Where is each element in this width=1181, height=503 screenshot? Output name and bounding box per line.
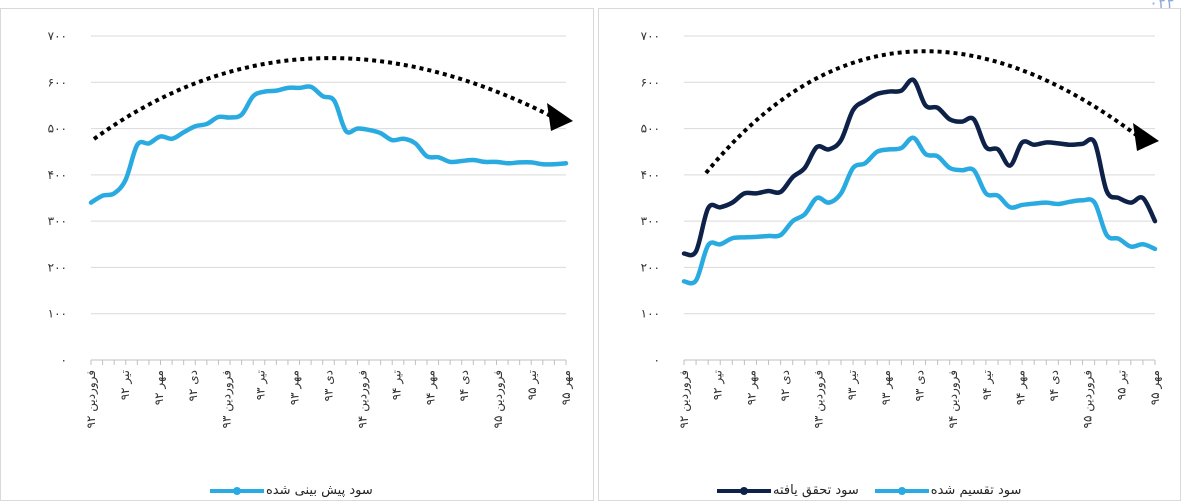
right-xtick-label: دی ۹۲ <box>778 370 792 401</box>
left-xtick-label: فروردین ۹۲ <box>84 370 99 428</box>
left-chart-panel: ۰ ۱۰۰ ۲۰۰ ۳۰۰ ۴۰۰ ۵۰۰ ۶۰۰ ۷۰۰ فروردین ۹۲ تیر ۹۲ مه… <box>0 8 594 501</box>
left-legend: سود پیش بینی شده <box>210 483 389 498</box>
legend-item-forecast: سود پیش بینی شده <box>210 483 373 498</box>
right-xtick-label: فروردین ۹۳ <box>812 370 827 428</box>
right-series-line-1 <box>681 135 1158 286</box>
right-xtick-label: مهر ۹۳ <box>879 370 894 405</box>
left-xtick-label: دی ۹۴ <box>457 370 471 401</box>
left-ytick-label: ۶۰۰ <box>48 75 67 89</box>
right-xtick-label: مهر ۹۵ <box>1148 370 1163 405</box>
left-ytick-label: ۷۰۰ <box>48 29 67 43</box>
left-xtick-label: تیر ۹۴ <box>389 370 404 400</box>
right-ytick-label: ۵۰۰ <box>641 122 660 136</box>
right-xtick-label: تیر ۹۲ <box>711 370 726 400</box>
left-trend-arrowhead <box>547 103 573 131</box>
legend-swatch-distributed <box>874 488 929 493</box>
right-ytick-label: ۳۰۰ <box>641 214 660 228</box>
right-xtick-label: دی ۹۴ <box>1047 370 1061 401</box>
legend-item-realized: سود تحقق یافته <box>717 483 859 498</box>
left-ytick-label: ۳۰۰ <box>48 214 67 228</box>
left-xtick-label: تیر ۹۲ <box>118 370 133 400</box>
left-xtick-label: مهر ۹۴ <box>423 370 438 405</box>
right-xtick-label: تیر ۹۴ <box>980 370 995 400</box>
left-xtick-label: تیر ۹۵ <box>525 370 540 400</box>
right-ytick-label: ۴۰۰ <box>641 168 660 182</box>
left-xtick-label: مهر ۹۵ <box>559 370 574 405</box>
left-xtick-label: تیر ۹۳ <box>254 370 269 400</box>
right-ytick-label: ۶۰۰ <box>641 75 660 89</box>
left-xtick-label: فروردین ۹۳ <box>220 370 235 428</box>
legend-item-distributed: سود تقسیم شده <box>874 483 1022 498</box>
legend-label-realized: سود تحقق یافته <box>773 483 859 498</box>
legend-label-forecast: سود پیش بینی شده <box>266 483 373 498</box>
legend-swatch-realized <box>717 488 771 493</box>
left-xtick-label: مهر ۹۳ <box>288 370 303 405</box>
right-xtick-label: مهر ۹۴ <box>1013 370 1028 405</box>
right-xtick-label: فروردین ۹۵ <box>1081 370 1096 428</box>
right-trend-arrow <box>704 49 1141 175</box>
left-xtick-label: مهر ۹۲ <box>152 370 167 405</box>
legend-swatch-forecast <box>210 488 264 493</box>
right-xtick-label: دی ۹۳ <box>913 370 927 401</box>
right-ytick-label: ۷۰۰ <box>641 29 660 43</box>
left-ytick-label: ۱۰۰ <box>48 307 67 321</box>
right-chart-panel: ۰ ۱۰۰ ۲۰۰ ۳۰۰ ۴۰۰ ۵۰۰ ۶۰۰ ۷۰۰ فروردین ۹۲ تیر ۹۲ مه… <box>598 8 1181 501</box>
right-trend-arrowhead <box>1133 123 1159 151</box>
right-series-line-0 <box>681 77 1158 258</box>
corner-text: ۰۲۲ <box>1149 0 1175 8</box>
right-xtick-label: تیر ۹۳ <box>845 370 860 400</box>
right-ytick-label: ۰ <box>654 353 660 367</box>
left-ytick-label: ۰ <box>61 353 67 367</box>
right-xtick-label: مهر ۹۲ <box>744 370 759 405</box>
right-ytick-label: ۲۰۰ <box>641 260 660 274</box>
right-xtick-label: تیر ۹۵ <box>1114 370 1129 400</box>
left-xtick-label: دی ۹۲ <box>186 370 200 401</box>
right-legend: سود تحقق یافته سود تقسیم شده <box>717 483 1037 498</box>
corner-fragment: ۰۲۲ <box>1061 0 1181 8</box>
left-series-line-0 <box>88 84 569 205</box>
left-ytick-label: ۲۰۰ <box>48 260 67 274</box>
left-xtick-label: دی ۹۳ <box>322 370 336 401</box>
right-xtick-label: فروردین ۹۲ <box>677 370 692 428</box>
left-xtick-label: فروردین ۹۵ <box>491 370 506 428</box>
left-trend-arrow <box>92 56 554 141</box>
right-ytick-label: ۱۰۰ <box>641 307 660 321</box>
left-xtick-label: فروردین ۹۴ <box>355 370 370 428</box>
right-xtick-label: فروردین ۹۴ <box>946 370 961 428</box>
left-ytick-label: ۴۰۰ <box>48 168 67 182</box>
legend-label-distributed: سود تقسیم شده <box>930 483 1022 498</box>
right-chart-svg: ۰ ۱۰۰ ۲۰۰ ۳۰۰ ۴۰۰ ۵۰۰ ۶۰۰ ۷۰۰ فروردین ۹۲ تیر ۹۲ مه… <box>641 29 1163 428</box>
left-ytick-label: ۵۰۰ <box>48 122 67 136</box>
left-chart-svg: ۰ ۱۰۰ ۲۰۰ ۳۰۰ ۴۰۰ ۵۰۰ ۶۰۰ ۷۰۰ فروردین ۹۲ تیر ۹۲ مه… <box>48 29 574 428</box>
